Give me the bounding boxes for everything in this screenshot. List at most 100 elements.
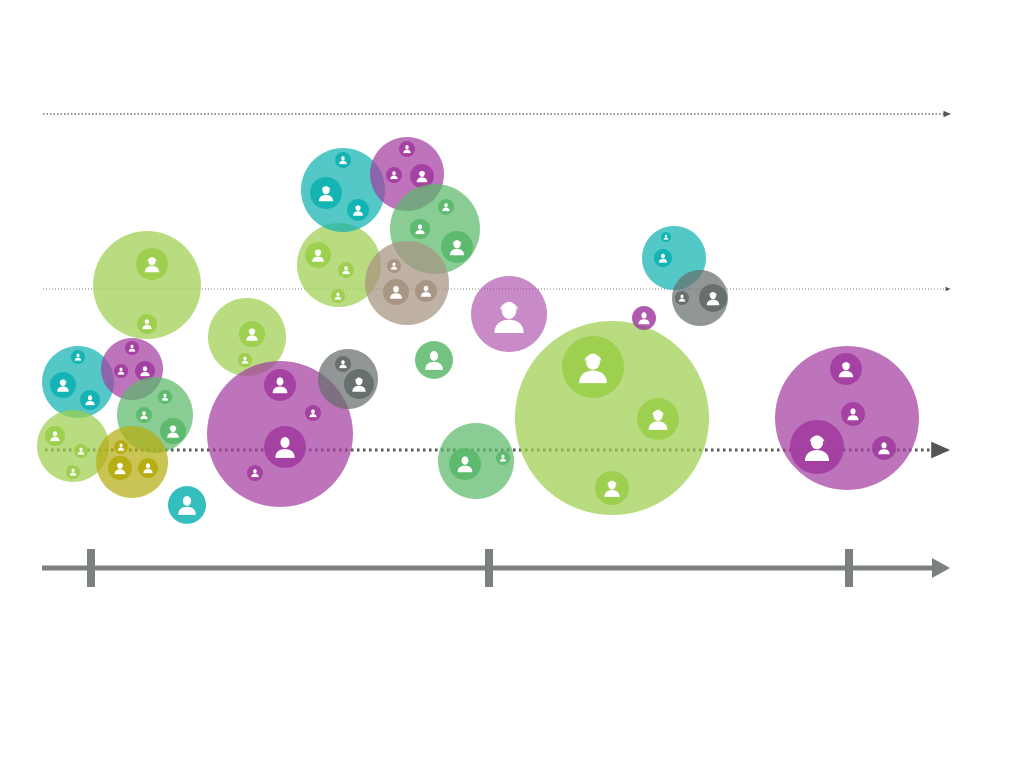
axis-arrowhead <box>932 558 950 578</box>
person-male-icon <box>140 366 150 377</box>
person-female-icon <box>449 240 465 256</box>
person-female-icon <box>318 186 334 202</box>
cluster-green-bottom <box>438 423 514 499</box>
person-female-icon <box>604 480 620 497</box>
cluster-lime-small <box>208 298 286 376</box>
member-node <box>387 259 401 273</box>
member-node <box>135 361 155 381</box>
single-green-center <box>415 341 453 379</box>
member-node <box>410 164 434 188</box>
member-node <box>675 291 689 305</box>
person-male-icon <box>142 319 152 330</box>
member-node <box>438 199 454 215</box>
axis-tick <box>87 549 95 587</box>
cluster-lime-top <box>297 223 381 307</box>
person-female-icon <box>246 328 258 341</box>
person-male-icon <box>117 367 125 375</box>
member-node <box>264 426 306 468</box>
member-node <box>137 314 157 334</box>
person-male-icon <box>403 145 411 154</box>
member-node <box>347 199 369 221</box>
person-male-icon <box>50 431 60 442</box>
person-male-icon <box>74 353 82 361</box>
member-node <box>335 152 351 168</box>
member-node <box>136 248 168 280</box>
member-node <box>247 465 263 481</box>
member-node <box>138 458 158 478</box>
member-node <box>108 456 132 480</box>
member-node <box>310 177 342 209</box>
axis-tick <box>845 549 853 587</box>
person-male-icon <box>678 294 686 302</box>
person-male-icon <box>272 377 288 394</box>
member-node <box>415 280 437 302</box>
member-node <box>66 465 80 479</box>
person-male-icon <box>143 463 153 474</box>
person-male-icon <box>658 253 668 263</box>
person-male-icon <box>390 171 398 180</box>
person-female-icon <box>309 409 317 418</box>
member-node <box>654 249 672 267</box>
member-node <box>699 284 727 312</box>
person-female-icon <box>144 257 160 273</box>
person-male-icon <box>663 234 669 240</box>
person-male-icon <box>342 266 350 275</box>
cluster-purple-large <box>207 361 353 507</box>
person-male-icon <box>339 360 347 369</box>
cluster-teal-top <box>301 148 385 232</box>
member-node <box>114 440 128 454</box>
member-node <box>441 231 473 263</box>
bubble-clusters <box>37 137 919 524</box>
cluster-taupe <box>365 241 449 325</box>
member-node <box>410 219 430 239</box>
member-node <box>637 398 679 440</box>
member-node <box>50 372 76 398</box>
cluster-teal-left <box>42 346 114 418</box>
member-node <box>562 336 624 398</box>
member-node <box>238 353 252 367</box>
member-node <box>80 390 100 410</box>
cluster-olive-circle <box>96 426 168 498</box>
person-male-icon <box>390 285 402 299</box>
person-male-icon <box>275 437 295 458</box>
member-node <box>595 471 629 505</box>
person-female-icon <box>352 377 366 392</box>
person-female-icon <box>167 425 179 438</box>
person-male-icon <box>241 356 249 364</box>
person-female-icon <box>353 205 363 216</box>
member-node <box>830 353 862 385</box>
member-node <box>386 167 402 183</box>
member-node <box>71 350 85 364</box>
member-node <box>114 364 128 378</box>
person-male-icon <box>638 312 650 325</box>
member-node <box>264 369 296 401</box>
person-male-icon <box>69 468 77 476</box>
single-purple-small <box>632 306 656 330</box>
single-purple-center <box>471 276 547 352</box>
member-node <box>344 369 374 399</box>
person-male-icon <box>161 393 169 401</box>
cluster-lime-upper-left <box>93 231 201 339</box>
person-male-icon <box>415 224 425 235</box>
person-female-icon <box>579 353 607 384</box>
single-teal-bottom <box>168 486 206 524</box>
person-female-icon <box>57 379 69 392</box>
member-node <box>338 262 354 278</box>
person-male-icon <box>442 203 450 212</box>
person-female-icon <box>838 362 854 378</box>
member-node <box>841 402 865 426</box>
person-female-icon <box>804 435 830 461</box>
cluster-gray-center <box>318 349 378 409</box>
cluster-purple-right <box>775 346 919 490</box>
member-node <box>239 321 265 347</box>
person-male-icon <box>878 442 890 455</box>
member-node <box>790 420 844 474</box>
member-node <box>45 426 65 446</box>
cluster-gray-right <box>672 270 728 326</box>
person-male-icon <box>425 350 443 370</box>
person-female-icon <box>706 291 720 306</box>
member-node <box>305 405 321 421</box>
member-node <box>449 448 481 480</box>
member-node <box>136 407 152 423</box>
